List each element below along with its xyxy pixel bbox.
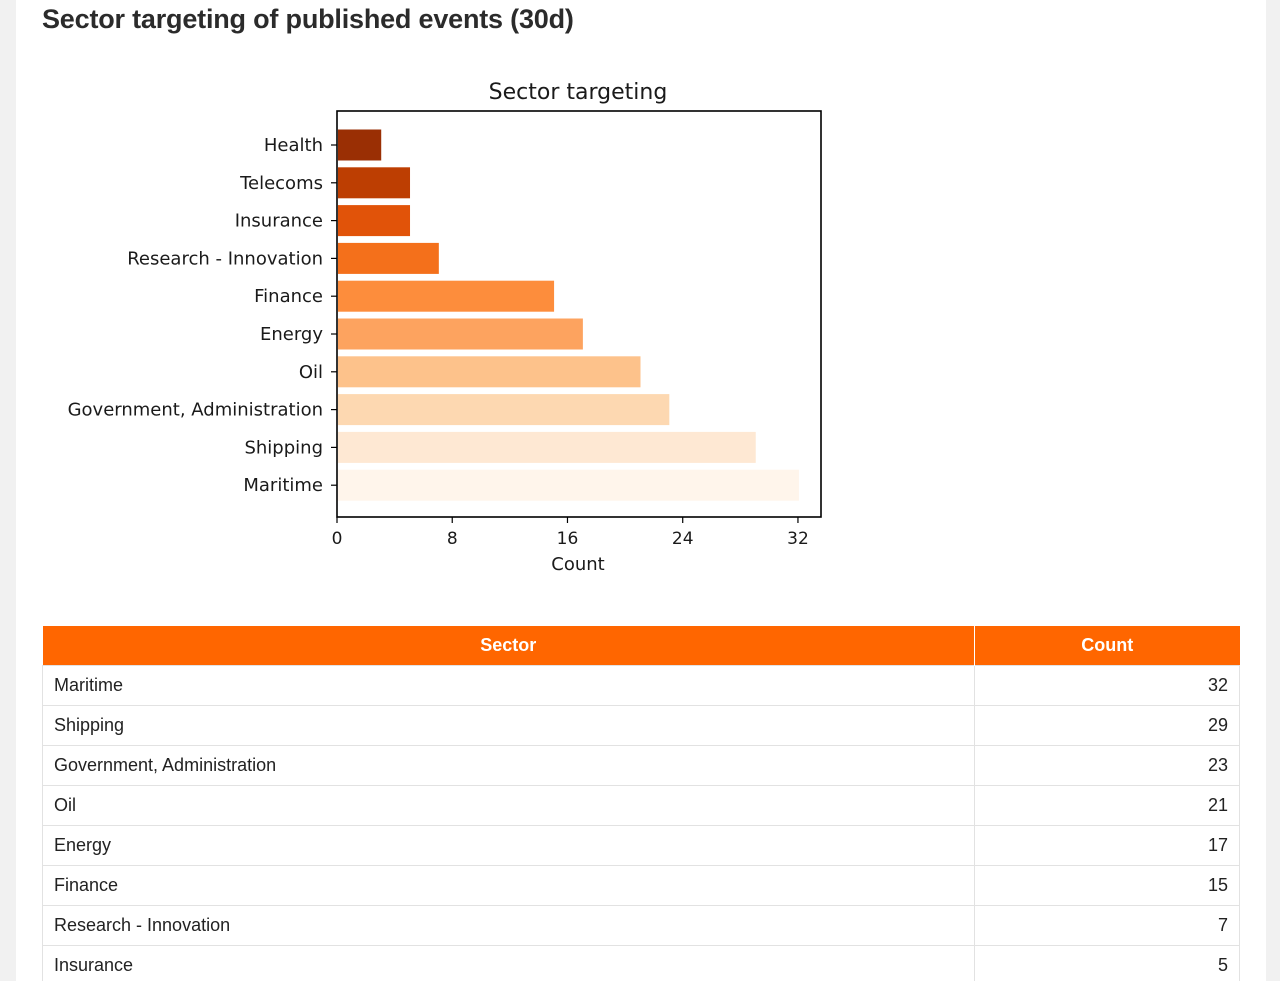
sector-cell: Insurance	[42, 945, 975, 981]
x-tick-label: 16	[557, 529, 579, 549]
count-cell: 7	[974, 905, 1240, 946]
sector-count-table: Sector Count Maritime 32 Shipping 29 Gov…	[42, 626, 1240, 981]
sector-cell: Maritime	[42, 665, 975, 706]
table-row: Maritime 32	[42, 665, 1240, 706]
bar-4	[338, 280, 555, 312]
count-cell: 17	[974, 825, 1240, 866]
bar-1	[338, 167, 411, 199]
count-cell: 23	[974, 745, 1240, 786]
sector-cell: Government, Administration	[42, 745, 975, 786]
bar-8	[338, 431, 756, 463]
y-tick-label: Oil	[299, 362, 323, 383]
count-cell: 15	[974, 865, 1240, 906]
bar-6	[338, 356, 641, 388]
table-row: Energy 17	[42, 825, 1240, 866]
chart-title: Sector targeting	[489, 80, 668, 105]
count-cell: 29	[974, 705, 1240, 746]
x-tick-label: 32	[787, 529, 809, 549]
sector-cell: Shipping	[42, 705, 975, 746]
table-row: Finance 15	[42, 865, 1240, 906]
count-cell: 21	[974, 785, 1240, 826]
sector-cell: Research - Innovation	[42, 905, 975, 946]
sector-cell: Finance	[42, 865, 975, 906]
count-cell: 5	[974, 945, 1240, 981]
y-tick-label: Health	[264, 135, 323, 156]
count-cell: 32	[974, 665, 1240, 706]
y-tick-label: Insurance	[235, 211, 323, 232]
x-axis-label: Count	[551, 554, 604, 575]
count-column-header[interactable]: Count	[974, 626, 1240, 666]
y-tick-label: Research - Innovation	[127, 248, 323, 269]
table-row: Government, Administration 23	[42, 745, 1240, 786]
page-title: Sector targeting of published events (30…	[42, 4, 574, 34]
sector-column-header[interactable]: Sector	[42, 626, 975, 666]
y-tick-label: Telecoms	[239, 173, 323, 194]
y-tick-label: Energy	[260, 324, 323, 345]
bar-0	[338, 129, 382, 161]
table-header-row: Sector Count	[42, 626, 1240, 666]
bar-5	[338, 318, 583, 350]
y-tick-label: Maritime	[243, 475, 323, 496]
bar-7	[338, 394, 670, 426]
sector-bar-chart: Sector targeting Count Health Telecoms Ins…	[68, 80, 822, 575]
bar-3	[338, 242, 439, 274]
y-tick-label: Shipping	[244, 437, 323, 458]
bar-2	[338, 205, 411, 237]
table-row: Oil 21	[42, 785, 1240, 826]
x-tick-label: 8	[447, 529, 458, 549]
table-row: Research - Innovation 7	[42, 905, 1240, 946]
y-tick-label: Government, Administration	[68, 400, 323, 421]
axes-layer: Health Telecoms Insurance Research - Innova…	[68, 135, 809, 549]
plot-frame	[336, 110, 822, 518]
table-row: Insurance 5	[42, 945, 1240, 981]
x-tick-label: 0	[332, 529, 343, 549]
x-tick-label: 24	[672, 529, 694, 549]
bars-layer	[338, 129, 799, 501]
table-row: Shipping 29	[42, 705, 1240, 746]
report-card: Sector targeting of published events (30…	[16, 0, 1266, 981]
sector-cell: Oil	[42, 785, 975, 826]
bar-9	[338, 469, 799, 501]
sector-cell: Energy	[42, 825, 975, 866]
y-tick-label: Finance	[254, 286, 323, 307]
